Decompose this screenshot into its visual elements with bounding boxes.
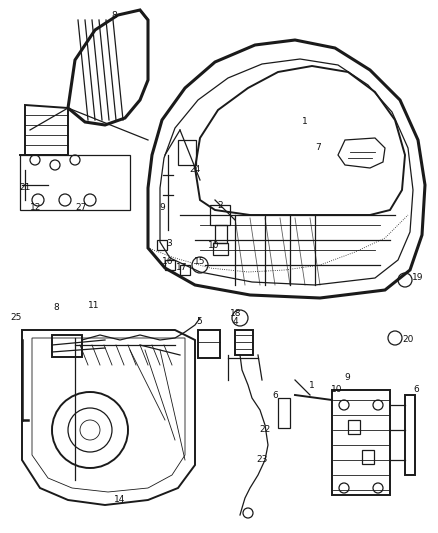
- Text: 9: 9: [344, 374, 350, 383]
- Bar: [235, 330, 253, 355]
- Text: 22: 22: [259, 425, 271, 434]
- Text: 7: 7: [315, 143, 321, 152]
- Text: 1: 1: [302, 117, 308, 126]
- Bar: [20, 155, 130, 210]
- Text: 25: 25: [11, 313, 22, 322]
- Text: 17: 17: [176, 263, 188, 272]
- Text: 16: 16: [162, 257, 174, 266]
- Text: 6: 6: [272, 391, 278, 400]
- Text: 23: 23: [256, 456, 268, 464]
- Bar: [215, 225, 227, 243]
- Text: 4: 4: [232, 318, 238, 327]
- Bar: [180, 265, 190, 275]
- Text: 1: 1: [309, 381, 315, 390]
- Bar: [278, 398, 290, 428]
- Text: 21: 21: [19, 183, 31, 192]
- Text: 19: 19: [412, 273, 424, 282]
- Text: 10: 10: [208, 240, 220, 249]
- Text: 10: 10: [331, 385, 343, 394]
- Text: 9: 9: [159, 204, 165, 213]
- Bar: [213, 243, 228, 255]
- Text: 14: 14: [114, 496, 126, 505]
- Bar: [210, 205, 230, 225]
- Text: 11: 11: [88, 301, 100, 310]
- Text: 18: 18: [230, 310, 242, 319]
- Text: 20: 20: [403, 335, 413, 344]
- Bar: [332, 390, 390, 495]
- Text: 12: 12: [30, 203, 42, 212]
- Bar: [198, 330, 220, 358]
- Text: 8: 8: [53, 303, 59, 311]
- Text: 24: 24: [189, 166, 201, 174]
- Text: 6: 6: [413, 385, 419, 394]
- Text: 2: 2: [217, 200, 223, 209]
- Text: 27: 27: [75, 203, 87, 212]
- Text: 8: 8: [111, 11, 117, 20]
- Text: 3: 3: [166, 238, 172, 247]
- Bar: [405, 395, 415, 475]
- Bar: [52, 335, 82, 357]
- Bar: [362, 450, 374, 464]
- Bar: [157, 240, 167, 250]
- Bar: [348, 420, 360, 434]
- Bar: [178, 140, 196, 165]
- Bar: [165, 260, 175, 270]
- Text: 15: 15: [194, 257, 206, 266]
- Text: 5: 5: [196, 318, 202, 327]
